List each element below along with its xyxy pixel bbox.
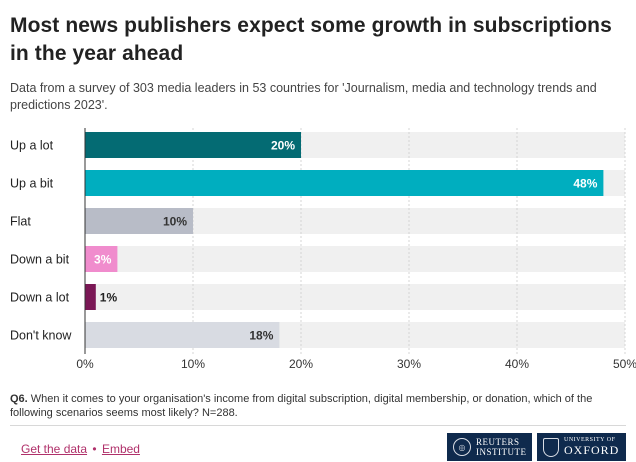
value-label: 1% [100,291,118,305]
value-label: 3% [94,253,112,267]
x-tick-label: 30% [397,357,421,371]
survey-question-note: Q6. When it comes to your organisation's… [10,392,628,420]
bar-track [85,246,625,272]
x-tick-label: 20% [289,357,313,371]
oxford-crest-icon [543,437,559,457]
reuters-logo-line2: INSTITUTE [476,447,527,457]
bar [85,284,96,310]
category-label: Down a lot [10,291,70,305]
oxford-logo-line1: UNIVERSITY OF [564,437,616,443]
reuters-logo-line1: REUTERS [476,437,520,447]
footer-links: Get the data • Embed [21,442,140,456]
link-separator: • [92,442,97,456]
x-tick-label: 50% [613,357,636,371]
get-the-data-link[interactable]: Get the data [21,442,88,456]
question-number: Q6. [10,393,28,405]
bar-chart: Up a lot 20% Up a bit 48% Flat 10% Down a bit 3… [10,128,636,371]
bar [85,132,301,158]
reuters-institute-logo[interactable]: ◎ REUTERS INSTITUTE [447,433,532,461]
bar [85,170,604,196]
university-of-oxford-logo[interactable]: UNIVERSITY OF OXFORD [537,433,626,461]
x-tick-label: 10% [181,357,205,371]
bar [85,322,280,348]
category-label: Up a bit [10,177,54,191]
category-label: Flat [10,215,31,229]
value-label: 48% [573,177,597,191]
bar [85,208,193,234]
question-text: When it comes to your organisation's inc… [10,393,593,419]
value-label: 10% [163,215,187,229]
bar-track [85,284,625,310]
value-label: 18% [249,329,273,343]
x-tick-label: 40% [505,357,529,371]
x-tick-label: 0% [76,357,94,371]
category-label: Down a bit [10,253,70,267]
footer-divider [10,425,626,426]
category-label: Don't know [10,329,72,343]
embed-link[interactable]: Embed [101,442,140,456]
category-label: Up a lot [10,139,54,153]
chart-title: Most news publishers expect some growth … [10,14,612,65]
bar [85,246,118,272]
chart-subtitle: Data from a survey of 303 media leaders … [10,81,597,112]
oxford-logo-line2: OXFORD [564,443,620,457]
value-label: 20% [271,139,295,153]
globe-icon: ◎ [453,438,471,456]
